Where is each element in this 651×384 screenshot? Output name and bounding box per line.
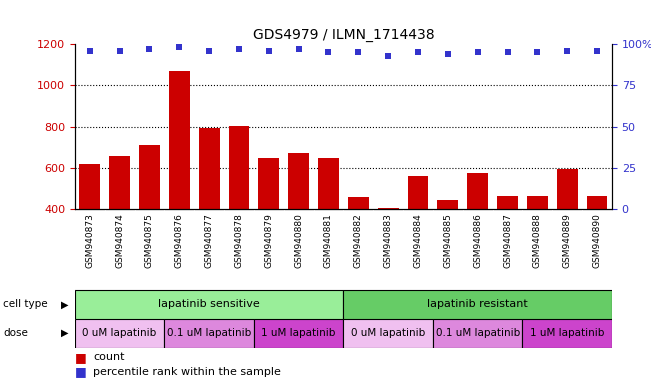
Bar (254, 319, 344, 348)
Text: 0 uM lapatinib: 0 uM lapatinib (351, 328, 425, 338)
Point (592, 48, 602, 54)
Text: GSM940883: GSM940883 (383, 214, 393, 268)
Text: GSM940890: GSM940890 (592, 214, 602, 268)
Point (145, 46, 155, 52)
Text: 0.1 uM lapatinib: 0.1 uM lapatinib (436, 328, 519, 338)
Text: GSM940873: GSM940873 (85, 214, 94, 268)
Text: 1 uM lapatinib: 1 uM lapatinib (530, 328, 604, 338)
Bar (378, 208, 398, 209)
Text: GSM940888: GSM940888 (533, 214, 542, 268)
Bar (258, 158, 279, 209)
Text: GSM940879: GSM940879 (264, 214, 273, 268)
Text: ■: ■ (75, 366, 87, 379)
Point (443, 51, 453, 57)
Bar (109, 156, 130, 209)
Text: GSM940875: GSM940875 (145, 214, 154, 268)
Bar (169, 71, 189, 209)
Bar (199, 128, 219, 209)
Text: GSM940885: GSM940885 (443, 214, 452, 268)
Point (294, 46, 304, 52)
Point (562, 48, 572, 54)
Text: GSM940877: GSM940877 (204, 214, 214, 268)
Bar (229, 126, 249, 209)
Bar (587, 196, 607, 209)
Text: GSM940886: GSM940886 (473, 214, 482, 268)
Bar (497, 196, 518, 209)
Title: GDS4979 / ILMN_1714438: GDS4979 / ILMN_1714438 (253, 28, 434, 42)
Text: 0 uM lapatinib: 0 uM lapatinib (83, 328, 157, 338)
Text: ▶: ▶ (61, 328, 69, 338)
Point (204, 48, 214, 54)
Bar (288, 152, 309, 209)
Text: GSM940874: GSM940874 (115, 214, 124, 268)
Point (174, 45, 184, 51)
Text: GSM940882: GSM940882 (354, 214, 363, 268)
Text: GSM940876: GSM940876 (175, 214, 184, 268)
Bar (344, 319, 433, 348)
Point (85, 48, 95, 54)
Bar (522, 319, 612, 348)
Bar (467, 173, 488, 209)
Text: GSM940884: GSM940884 (413, 214, 422, 268)
Text: percentile rank within the sample: percentile rank within the sample (93, 367, 281, 377)
Text: GSM940881: GSM940881 (324, 214, 333, 268)
Point (264, 48, 274, 54)
Text: GSM940889: GSM940889 (562, 214, 572, 268)
Point (324, 49, 334, 55)
Text: ▶: ▶ (61, 299, 69, 310)
Point (115, 48, 125, 54)
Bar (527, 197, 547, 209)
Bar (79, 164, 100, 209)
Point (503, 49, 513, 55)
Text: lapatinib sensitive: lapatinib sensitive (158, 299, 260, 310)
Bar (408, 176, 428, 209)
Text: GSM940878: GSM940878 (234, 214, 243, 268)
Text: lapatinib resistant: lapatinib resistant (427, 299, 528, 310)
Bar (139, 145, 160, 209)
Text: 1 uM lapatinib: 1 uM lapatinib (262, 328, 336, 338)
Bar (437, 200, 458, 209)
Bar (75, 319, 164, 348)
Text: GSM940880: GSM940880 (294, 214, 303, 268)
Point (234, 46, 244, 52)
Bar (557, 169, 577, 209)
Text: GSM940887: GSM940887 (503, 214, 512, 268)
Bar (348, 197, 368, 209)
Point (532, 49, 542, 55)
Point (473, 49, 483, 55)
Text: count: count (93, 352, 124, 362)
Text: cell type: cell type (3, 299, 48, 310)
Bar (344, 290, 612, 319)
Bar (433, 319, 522, 348)
Point (383, 53, 393, 59)
Text: ■: ■ (75, 351, 87, 364)
Text: dose: dose (3, 328, 28, 338)
Bar (164, 319, 254, 348)
Point (413, 49, 423, 55)
Bar (318, 158, 339, 209)
Point (353, 49, 363, 55)
Text: 0.1 uM lapatinib: 0.1 uM lapatinib (167, 328, 251, 338)
Bar (75, 290, 344, 319)
